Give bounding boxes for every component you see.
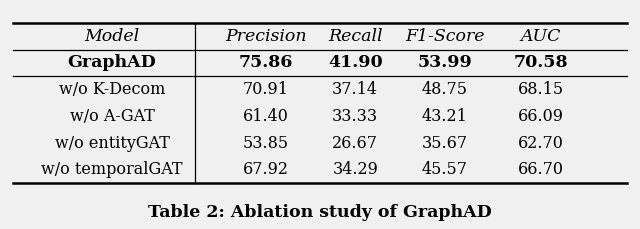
- Text: 48.75: 48.75: [422, 81, 468, 98]
- Text: Precision: Precision: [225, 28, 307, 45]
- Text: Model: Model: [84, 28, 140, 45]
- Text: w/o temporalGAT: w/o temporalGAT: [41, 161, 183, 178]
- Text: AUC: AUC: [520, 28, 561, 45]
- Text: 34.29: 34.29: [332, 161, 378, 178]
- Text: 66.09: 66.09: [518, 108, 564, 125]
- Text: 75.86: 75.86: [239, 55, 292, 71]
- Text: 66.70: 66.70: [518, 161, 564, 178]
- Text: 70.91: 70.91: [243, 81, 289, 98]
- Text: 26.67: 26.67: [332, 135, 378, 152]
- Text: 68.15: 68.15: [518, 81, 564, 98]
- Text: 67.92: 67.92: [243, 161, 289, 178]
- Text: 53.99: 53.99: [417, 55, 472, 71]
- Text: Recall: Recall: [328, 28, 383, 45]
- Text: 33.33: 33.33: [332, 108, 378, 125]
- Text: 61.40: 61.40: [243, 108, 289, 125]
- Text: w/o K-Decom: w/o K-Decom: [59, 81, 165, 98]
- Text: 41.90: 41.90: [328, 55, 383, 71]
- Text: Table 2: Ablation study of GraphAD: Table 2: Ablation study of GraphAD: [148, 204, 492, 221]
- Text: w/o A-GAT: w/o A-GAT: [70, 108, 154, 125]
- Text: 35.67: 35.67: [422, 135, 468, 152]
- Text: GraphAD: GraphAD: [68, 55, 156, 71]
- Text: F1-Score: F1-Score: [405, 28, 484, 45]
- Text: 43.21: 43.21: [422, 108, 468, 125]
- Text: 62.70: 62.70: [518, 135, 564, 152]
- Text: 70.58: 70.58: [513, 55, 568, 71]
- Text: 53.85: 53.85: [243, 135, 289, 152]
- Text: w/o entityGAT: w/o entityGAT: [54, 135, 170, 152]
- Text: 37.14: 37.14: [332, 81, 378, 98]
- Text: 45.57: 45.57: [422, 161, 468, 178]
